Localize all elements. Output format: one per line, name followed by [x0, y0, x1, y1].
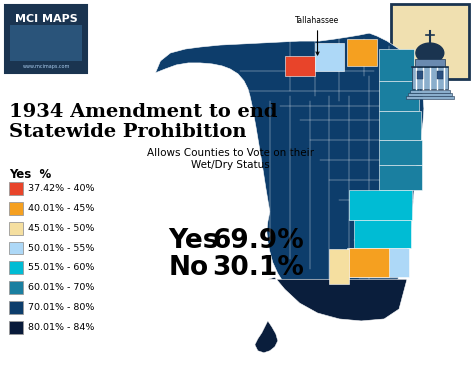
Bar — [417, 71, 423, 79]
Bar — [437, 71, 443, 79]
Polygon shape — [329, 250, 349, 284]
Bar — [9, 182, 23, 195]
Polygon shape — [255, 321, 278, 353]
Bar — [9, 301, 23, 314]
Polygon shape — [379, 165, 422, 190]
FancyBboxPatch shape — [10, 25, 82, 61]
Bar — [410, 90, 450, 93]
Text: 69.9%: 69.9% — [212, 228, 304, 254]
Bar — [9, 222, 23, 235]
Polygon shape — [379, 49, 414, 81]
Text: 55.01% - 60%: 55.01% - 60% — [28, 264, 95, 272]
Text: 40.01% - 45%: 40.01% - 45% — [28, 204, 95, 213]
Text: Allows Counties to Vote on their
Wet/Dry Status: Allows Counties to Vote on their Wet/Dry… — [146, 148, 313, 170]
Polygon shape — [155, 33, 424, 319]
Polygon shape — [315, 43, 345, 71]
Text: 60.01% - 70%: 60.01% - 70% — [28, 283, 95, 292]
Bar — [415, 59, 445, 67]
Text: Yes: Yes — [168, 228, 219, 254]
Text: 80.01% - 84%: 80.01% - 84% — [28, 323, 95, 332]
Bar — [9, 281, 23, 294]
Bar — [9, 261, 23, 274]
Text: No: No — [168, 255, 209, 281]
Text: MCI MAPS: MCI MAPS — [15, 14, 78, 24]
Text: 50.01% - 55%: 50.01% - 55% — [28, 243, 95, 253]
Polygon shape — [349, 247, 389, 277]
FancyBboxPatch shape — [5, 5, 87, 73]
Text: 37.42% - 40%: 37.42% - 40% — [28, 184, 95, 193]
Bar — [9, 242, 23, 254]
Text: 1934 Amendment to end: 1934 Amendment to end — [9, 102, 278, 121]
Text: www.mcimaps.com: www.mcimaps.com — [22, 64, 70, 69]
Text: 70.01% - 80%: 70.01% - 80% — [28, 303, 95, 312]
Polygon shape — [285, 56, 315, 76]
Polygon shape — [268, 277, 407, 321]
Bar — [412, 67, 448, 89]
Text: Yes  %: Yes % — [9, 168, 52, 181]
Polygon shape — [379, 81, 419, 111]
Text: Tallahassee: Tallahassee — [295, 16, 340, 55]
Polygon shape — [347, 39, 377, 66]
Bar — [9, 202, 23, 215]
Text: Statewide Prohibition: Statewide Prohibition — [9, 123, 247, 141]
Polygon shape — [379, 111, 421, 140]
Bar — [408, 93, 452, 96]
Bar — [406, 96, 454, 99]
Polygon shape — [379, 140, 422, 165]
Bar — [9, 321, 23, 334]
Polygon shape — [354, 220, 411, 247]
Ellipse shape — [416, 43, 444, 63]
Text: 30.1%: 30.1% — [212, 255, 304, 281]
Text: 45.01% - 50%: 45.01% - 50% — [28, 224, 95, 233]
Polygon shape — [349, 190, 412, 220]
Polygon shape — [347, 247, 409, 277]
FancyBboxPatch shape — [391, 4, 469, 79]
